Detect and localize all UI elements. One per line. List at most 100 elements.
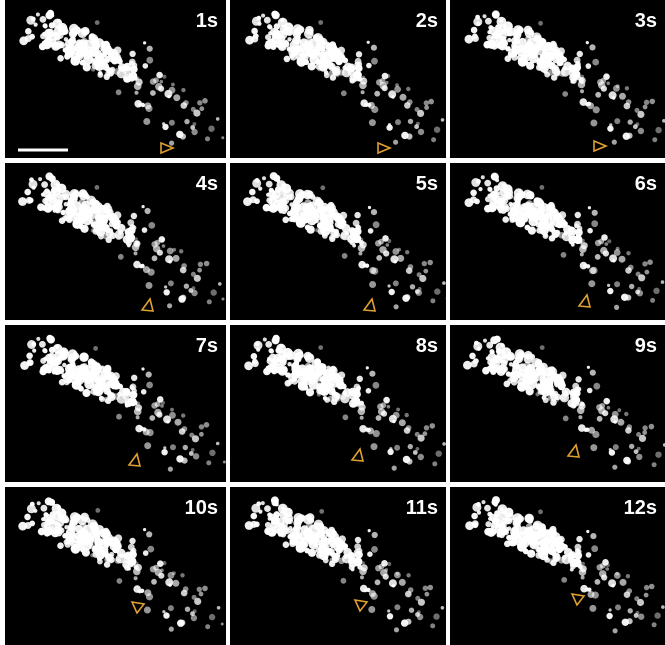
fluorescent-punctum xyxy=(575,544,582,551)
fluorescent-punctum xyxy=(491,529,497,535)
fluorescent-punctum xyxy=(537,57,542,62)
fluorescent-punctum xyxy=(661,605,665,609)
fluorescent-punctum xyxy=(614,572,621,579)
fluorescent-punctum xyxy=(653,288,659,294)
fluorescent-punctum xyxy=(91,219,96,224)
fluorescent-punctum xyxy=(66,539,70,543)
time-label: 6s xyxy=(635,173,657,195)
fluorescent-punctum xyxy=(394,572,401,579)
fluorescent-punctum xyxy=(517,542,527,552)
fluorescent-punctum xyxy=(555,375,560,380)
fluorescent-punctum xyxy=(114,382,121,389)
fluorescent-punctum xyxy=(265,40,271,46)
fluorescent-punctum xyxy=(243,197,252,206)
fluorescent-punctum xyxy=(397,255,404,262)
fluorescent-punctum xyxy=(548,558,554,564)
fluorescent-punctum xyxy=(194,598,201,605)
fluorescent-punctum xyxy=(70,56,80,66)
time-label: 4s xyxy=(196,173,218,195)
fluorescent-punctum xyxy=(597,564,603,570)
fluorescent-punctum xyxy=(338,382,345,389)
fluorescent-punctum xyxy=(134,83,142,91)
frame-panel: 9s xyxy=(450,325,665,482)
fluorescent-punctum xyxy=(354,212,360,218)
fluorescent-punctum xyxy=(291,538,295,542)
fluorescent-punctum xyxy=(581,562,585,566)
fluorescent-punctum xyxy=(164,285,167,288)
fluorescent-punctum xyxy=(105,71,111,77)
frame-panel: 3s xyxy=(450,0,665,158)
fluorescent-punctum xyxy=(394,445,400,451)
fluorescent-punctum xyxy=(442,281,446,285)
fluorescent-punctum xyxy=(602,559,609,566)
fluorescent-punctum xyxy=(93,346,98,351)
fluorescent-punctum xyxy=(590,533,596,539)
fluorescent-punctum xyxy=(332,50,337,55)
fluorescent-punctum xyxy=(144,607,151,614)
fluorescent-punctum xyxy=(493,12,499,18)
fluorescent-punctum xyxy=(358,252,362,256)
fluorescent-punctum xyxy=(315,46,318,49)
fluorescent-punctum xyxy=(516,218,526,228)
fluorescent-punctum xyxy=(367,551,373,557)
fluorescent-punctum xyxy=(607,239,611,243)
frame-panel: 7s xyxy=(5,325,242,482)
fluorescent-punctum xyxy=(355,537,361,543)
frame-panel: 11s xyxy=(230,487,467,645)
fluorescent-punctum xyxy=(498,41,507,50)
fluorescent-punctum xyxy=(414,124,419,129)
fluorescent-punctum xyxy=(514,517,522,525)
time-label: 1s xyxy=(196,10,218,32)
fluorescent-punctum xyxy=(425,592,430,597)
fluorescent-punctum xyxy=(614,249,621,256)
fluorescent-punctum xyxy=(392,466,397,471)
fluorescent-punctum xyxy=(571,243,575,247)
fluorescent-punctum xyxy=(361,90,365,94)
fluorescent-punctum xyxy=(652,462,657,467)
fluorescent-punctum xyxy=(377,403,383,409)
fluorescent-punctum xyxy=(584,428,588,432)
fluorescent-punctum xyxy=(518,531,524,537)
fluorescent-punctum xyxy=(75,191,79,195)
fluorescent-punctum xyxy=(430,298,435,303)
fluorescent-punctum xyxy=(181,263,187,269)
fluorescent-punctum xyxy=(282,217,289,224)
fluorescent-punctum xyxy=(191,129,197,135)
fluorescent-punctum xyxy=(485,521,491,527)
fluorescent-punctum xyxy=(317,382,322,387)
fluorescent-punctum xyxy=(371,209,377,215)
fluorescent-punctum xyxy=(89,532,92,535)
fluorescent-punctum xyxy=(163,446,166,449)
fluorescent-punctum xyxy=(62,363,66,367)
fluorescent-punctum xyxy=(354,384,361,391)
fluorescent-punctum xyxy=(524,514,534,524)
fluorescent-punctum xyxy=(140,427,144,431)
fluorescent-punctum xyxy=(265,341,272,348)
fluorescent-punctum xyxy=(359,568,367,576)
fluorescent-punctum xyxy=(314,49,319,54)
fluorescent-punctum xyxy=(634,449,639,454)
fluorescent-punctum xyxy=(409,608,414,613)
fluorescent-punctum xyxy=(305,353,315,363)
fluorescent-punctum xyxy=(168,260,171,263)
fluorescent-punctum xyxy=(333,392,338,397)
fluorescent-punctum xyxy=(183,445,188,450)
fluorescent-punctum xyxy=(82,47,87,52)
fluorescent-punctum xyxy=(471,27,478,34)
fluorescent-punctum xyxy=(406,425,412,431)
fluorescent-punctum xyxy=(547,220,551,224)
fluorescent-punctum xyxy=(538,21,543,26)
fluorescent-punctum xyxy=(538,552,542,556)
fluorescent-punctum xyxy=(148,222,155,229)
fluorescent-punctum xyxy=(134,576,138,580)
fluorescent-punctum xyxy=(323,396,328,401)
fluorescent-punctum xyxy=(350,79,354,83)
fluorescent-punctum xyxy=(18,522,27,531)
fluorescent-punctum xyxy=(157,560,164,567)
fluorescent-punctum xyxy=(150,566,156,572)
fluorescent-punctum xyxy=(368,206,371,209)
fluorescent-punctum xyxy=(48,499,54,505)
fluorescent-punctum xyxy=(82,389,90,397)
fluorescent-punctum xyxy=(142,227,148,233)
fluorescent-punctum xyxy=(589,605,596,612)
